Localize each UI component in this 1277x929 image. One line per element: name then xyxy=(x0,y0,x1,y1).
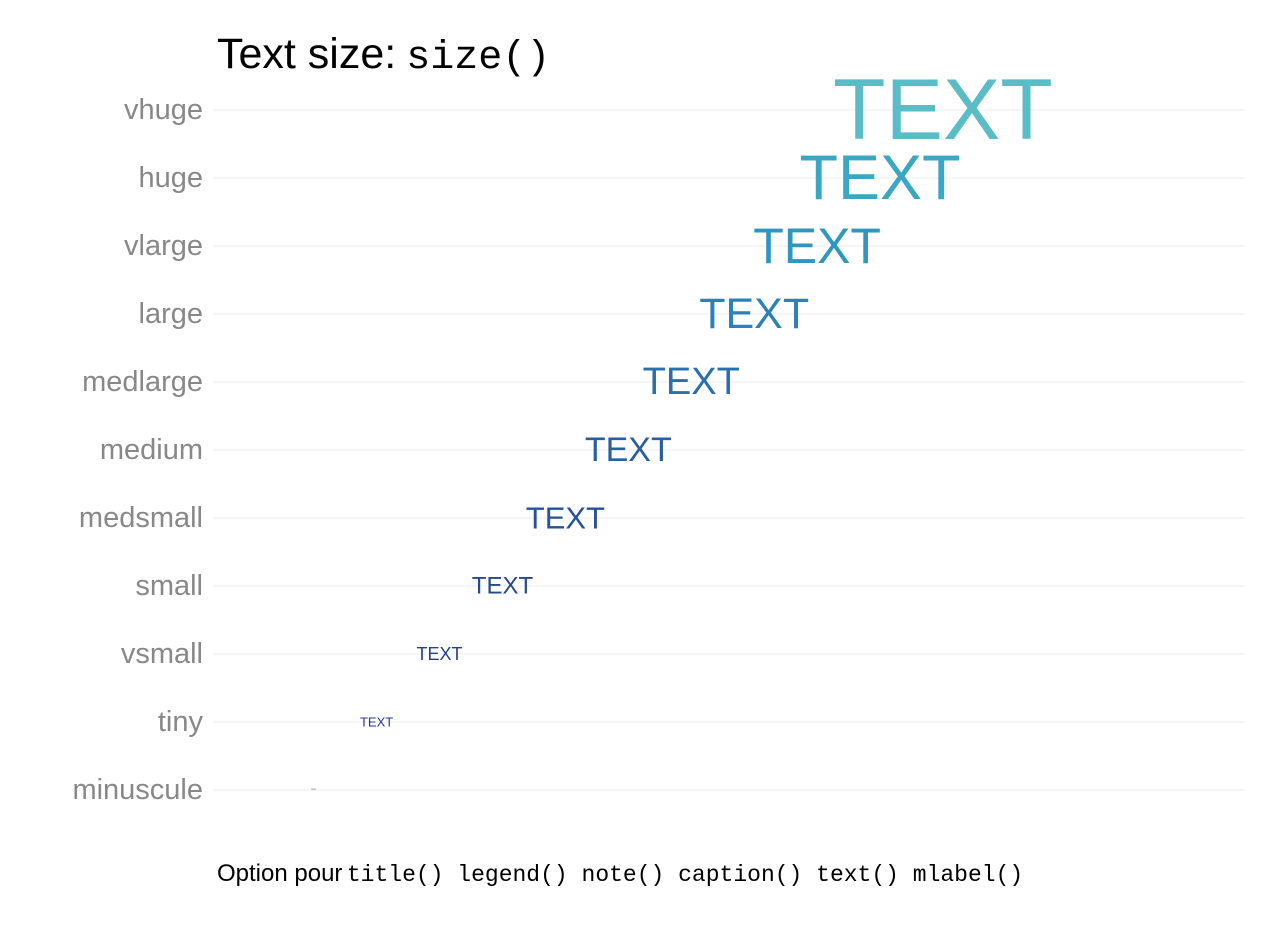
y-tick-label-large: large xyxy=(139,298,204,330)
chart-title: Text size: size() xyxy=(217,30,550,81)
y-tick-label-minuscule: minuscule xyxy=(72,774,203,806)
y-tick-label-huge: huge xyxy=(138,162,203,194)
y-tick-label-tiny: tiny xyxy=(158,706,204,738)
chart-title-code: size() xyxy=(406,36,551,81)
y-tick-label-medium: medium xyxy=(100,434,203,466)
marker-label-minuscule: TEXT xyxy=(311,789,317,791)
marker-label-medsmall: TEXT xyxy=(526,501,605,536)
marker-label-medium: TEXT xyxy=(585,431,672,469)
marker-label-small: TEXT xyxy=(472,573,534,600)
marker-label-vsmall: TEXT xyxy=(417,644,463,664)
marker-label-vhuge: TEXT xyxy=(833,62,1053,158)
y-tick-label-vlarge: vlarge xyxy=(124,230,203,262)
marker-label-huge: TEXT xyxy=(800,143,961,213)
chart-note: Option pour title() legend() note() capt… xyxy=(217,860,1023,888)
marker-label-vlarge: TEXT xyxy=(753,218,881,274)
chart-note-text: Option pour xyxy=(217,860,343,887)
marker-label-medlarge: TEXT xyxy=(643,361,740,403)
y-tick-label-small: small xyxy=(135,570,203,602)
chart-title-text: Text size: xyxy=(217,30,397,78)
y-tick-label-vsmall: vsmall xyxy=(121,638,203,670)
y-tick-label-vhuge: vhuge xyxy=(124,94,203,126)
marker-label-large: TEXT xyxy=(699,290,809,338)
marker-label-tiny: TEXT xyxy=(360,715,393,730)
y-tick-label-medlarge: medlarge xyxy=(82,366,203,398)
y-tick-label-medsmall: medsmall xyxy=(79,502,203,534)
chart-note-code: title() legend() note() caption() text()… xyxy=(346,862,1024,888)
